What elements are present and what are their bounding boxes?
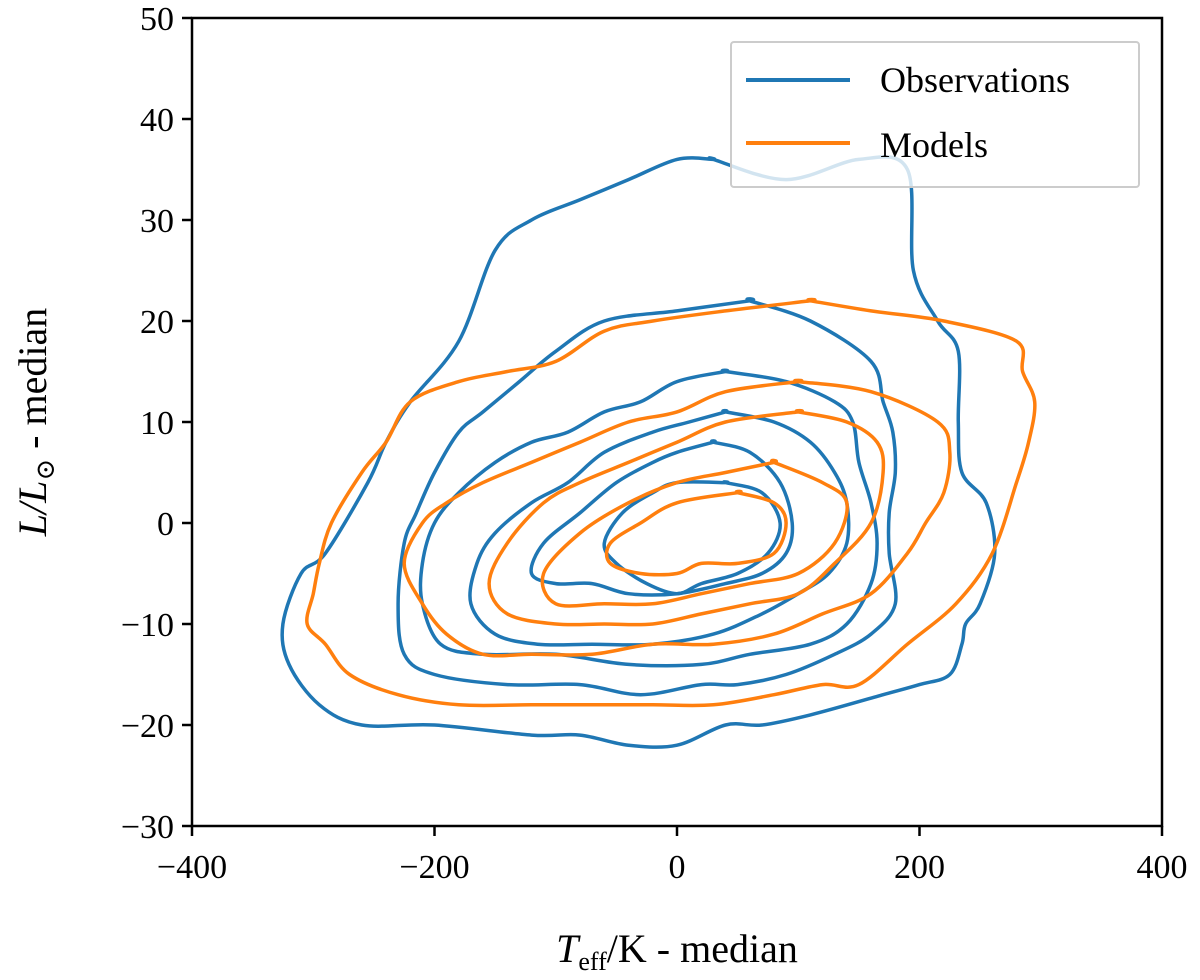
y-tick-label: 20 [140, 304, 174, 341]
y-tick-label: −10 [121, 607, 174, 644]
series-observations [280, 155, 997, 749]
x-axis: −400 −200 0 200 400 [157, 826, 1188, 886]
y-tick-label: 10 [140, 405, 174, 442]
plot-series [280, 155, 1037, 749]
y-tick-label: −30 [121, 809, 174, 846]
contour-models-4 [540, 458, 849, 608]
series-models [305, 297, 1037, 708]
contour-observations-2 [396, 297, 898, 697]
x-tick-label: 200 [894, 849, 945, 886]
y-axis-label: L/L⊙ - median [10, 308, 60, 537]
contour-observations-1 [280, 155, 997, 749]
legend-label-models: Models [880, 125, 988, 165]
contour-models-2 [402, 378, 952, 658]
y-tick-label: 50 [140, 1, 174, 38]
contour-models-3 [487, 408, 886, 627]
x-tick-label: −400 [157, 849, 227, 886]
y-tick-label: 30 [140, 203, 174, 240]
contour-models-5 [604, 489, 788, 577]
y-tick-label: −20 [121, 708, 174, 745]
y-tick-label: 0 [157, 506, 174, 543]
legend: Observations Models [730, 41, 1140, 188]
x-tick-label: 400 [1137, 849, 1188, 886]
y-tick-label: 40 [140, 102, 174, 139]
contour-models-1 [305, 297, 1037, 708]
x-tick-label: −200 [399, 849, 469, 886]
contour-observations-5 [529, 439, 795, 597]
y-axis: −30 −20 −10 0 10 20 30 40 50 [121, 1, 192, 846]
x-axis-label: Teff/K - median [556, 926, 798, 976]
legend-label-observations: Observations [880, 60, 1070, 100]
x-tick-label: 0 [669, 849, 686, 886]
